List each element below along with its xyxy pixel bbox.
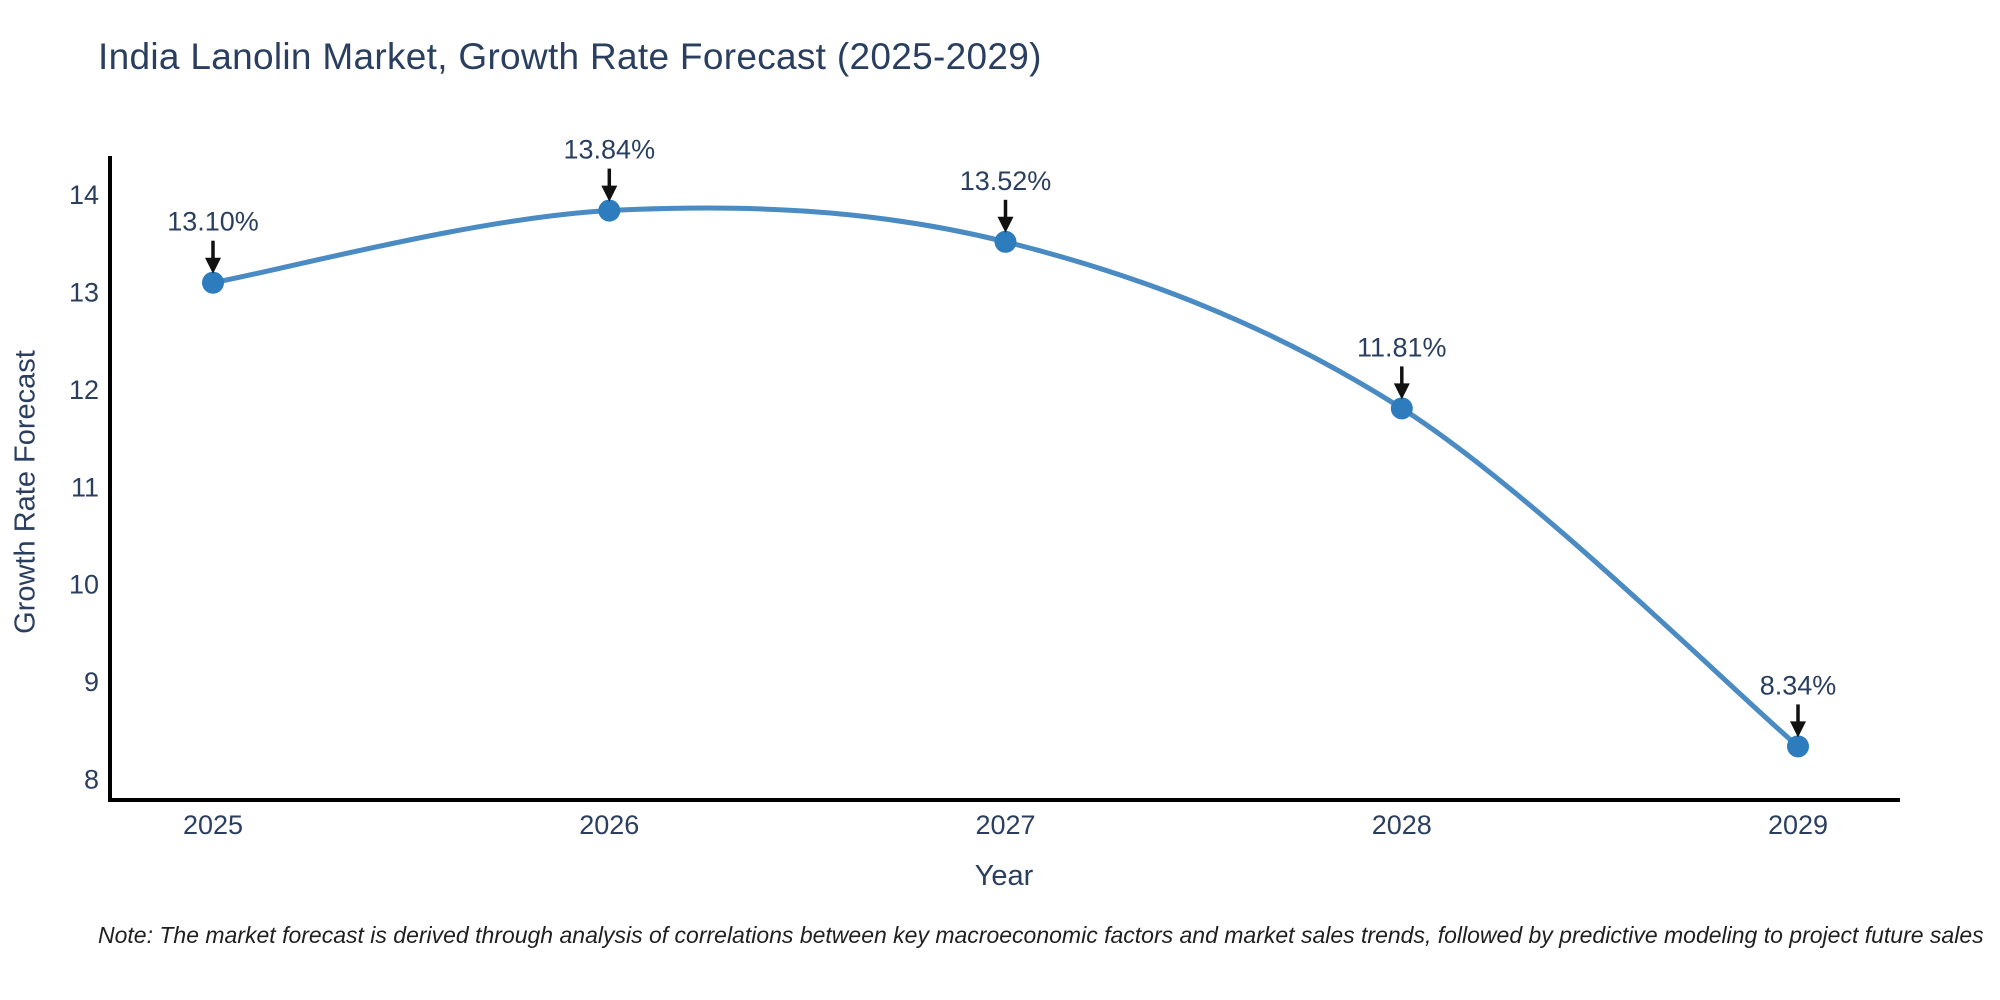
point-value-label: 11.81% [1357,332,1447,362]
data-point[interactable] [1390,397,1413,420]
x-tick-label: 2027 [975,810,1035,840]
y-tick-label: 11 [71,472,99,502]
y-tick-label: 9 [84,667,99,697]
data-points-group [202,199,1809,758]
data-point[interactable] [598,199,621,222]
x-tick-labels: 2025 2026 2027 2028 2029 [183,810,1828,840]
chart-footnote: Note: The market forecast is derived thr… [98,922,1984,948]
y-tick-label: 8 [84,765,99,795]
point-annotations-group: 13.10% 13.84% 13.52% 11.81% 8.34% [167,135,1836,738]
point-value-label: 13.52% [960,166,1052,196]
chart-title: India Lanolin Market, Growth Rate Foreca… [98,36,1042,77]
y-tick-label: 12 [69,375,99,405]
point-value-label: 13.84% [564,135,656,165]
x-tick-label: 2026 [579,810,639,840]
point-value-label: 13.10% [167,207,259,237]
data-point[interactable] [1787,735,1809,758]
annotation-arrowhead-icon [1393,383,1410,400]
annotation-arrowhead-icon [601,185,618,202]
x-axis-title: Year [974,860,1034,892]
y-tick-labels: 8 9 10 11 12 13 14 [69,180,99,795]
trend-line-group [210,205,1801,749]
x-tick-label: 2029 [1768,810,1828,840]
annotation-arrowhead-icon [205,257,221,274]
annotation-arrowhead-icon [1790,721,1806,738]
data-point[interactable] [994,230,1017,253]
annotation-arrowhead-icon [997,216,1014,233]
x-tick-label: 2025 [183,810,243,840]
y-tick-label: 10 [69,570,99,600]
y-tick-label: 14 [69,180,99,210]
trend-line [210,205,1801,749]
data-point[interactable] [202,271,224,294]
y-tick-label: 13 [69,277,99,307]
point-value-label: 8.34% [1760,670,1837,700]
x-tick-label: 2028 [1372,810,1432,840]
